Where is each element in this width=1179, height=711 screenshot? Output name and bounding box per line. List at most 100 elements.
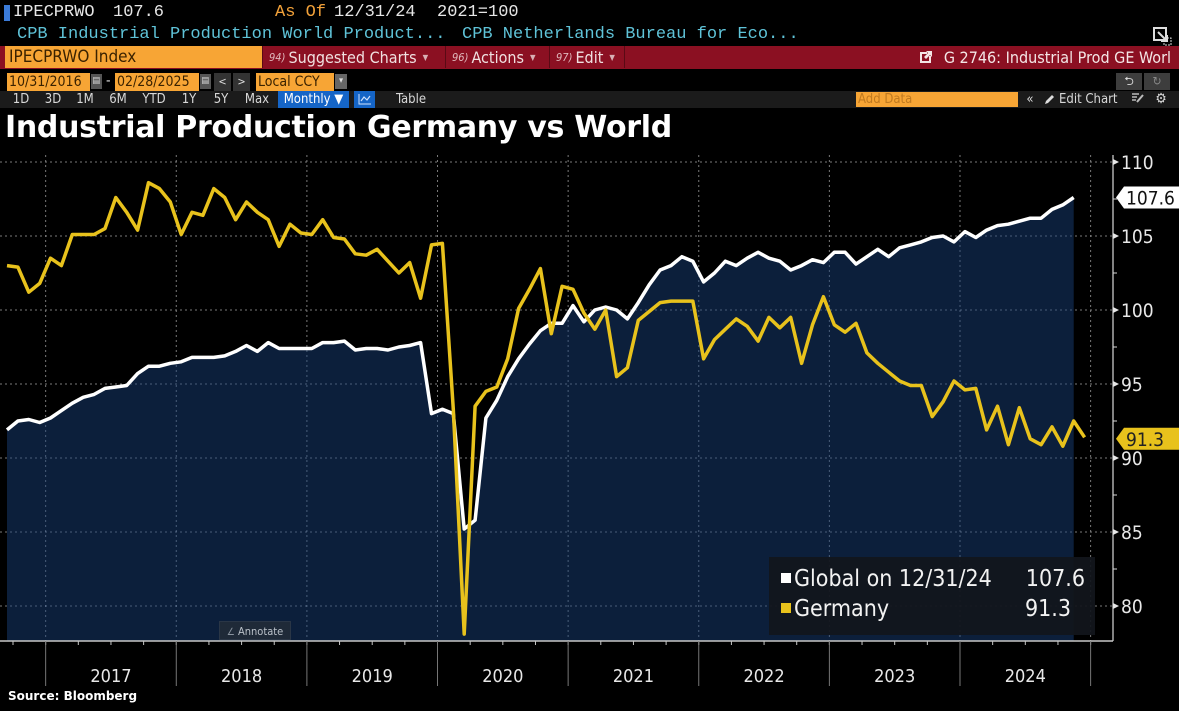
period-6m[interactable]: 6M <box>109 92 127 107</box>
legend-swatch-global <box>781 573 791 583</box>
actions-button[interactable]: 96) Actions ▼ <box>445 46 548 68</box>
data-point-germany <box>637 319 640 322</box>
data-point-global <box>767 257 770 260</box>
y-tick-label: 105 <box>1121 226 1154 248</box>
end-date-input[interactable]: 02/28/2025 <box>115 73 199 91</box>
data-point-germany <box>626 366 629 369</box>
tag-background <box>1116 427 1179 450</box>
data-point-global <box>82 396 85 399</box>
data-point-global <box>1040 217 1043 220</box>
data-point-germany <box>365 254 368 257</box>
add-data-input[interactable]: Add Data <box>856 92 1018 107</box>
data-point-germany <box>332 236 335 239</box>
y-tick-label: 95 <box>1121 374 1143 396</box>
data-point-germany <box>659 301 662 304</box>
chevron-down-icon[interactable]: ▾ <box>335 74 347 89</box>
data-point-global <box>604 306 607 309</box>
data-point-global <box>158 365 161 368</box>
edit-chart-button[interactable]: Edit Chart <box>1044 91 1124 108</box>
data-point-germany <box>104 227 107 230</box>
source-note: Source: Bloomberg <box>8 689 138 703</box>
chevron-down-icon: ▼ <box>609 52 615 62</box>
data-point-global <box>887 255 890 258</box>
x-tick-label: 2020 <box>482 666 523 687</box>
data-point-global <box>637 301 640 304</box>
x-tick-label: 2019 <box>352 666 393 687</box>
chart-settings-toggle[interactable] <box>1129 91 1145 108</box>
data-point-germany <box>767 316 770 319</box>
legend-label-global: Global on 12/31/24 <box>794 566 992 592</box>
data-point-germany <box>974 387 977 390</box>
start-date-input[interactable]: 10/31/2016 <box>7 73 90 91</box>
collapse-button[interactable]: « <box>1026 92 1034 107</box>
period-5y[interactable]: 5Y <box>213 92 229 107</box>
data-point-germany <box>27 291 30 294</box>
data-point-global <box>191 356 194 359</box>
data-point-global <box>136 372 139 375</box>
y-tick-major <box>1113 381 1119 387</box>
x-tick-label: 2023 <box>874 666 915 687</box>
period-3d[interactable]: 3D <box>44 92 62 107</box>
data-point-global <box>593 309 596 312</box>
data-point-global <box>376 347 379 350</box>
line-chart-icon <box>358 94 371 105</box>
annotate-button[interactable]: ∠ Annotate <box>219 621 291 640</box>
period-max[interactable]: Max <box>244 92 270 107</box>
data-point-germany <box>920 384 923 387</box>
data-point-global <box>724 260 727 263</box>
data-point-germany <box>278 245 281 248</box>
data-point-global <box>180 360 183 363</box>
period-ytd[interactable]: YTD <box>142 92 166 107</box>
data-point-global <box>572 304 575 307</box>
data-point-global <box>822 261 825 264</box>
calendar-icon[interactable]: ▤ <box>91 74 102 89</box>
frequency-select[interactable]: Monthly ▼ <box>278 91 349 108</box>
popout-window-icon[interactable] <box>1152 26 1172 46</box>
redo-button[interactable]: ↻ <box>1144 73 1170 90</box>
y-tick-major <box>1113 307 1119 313</box>
calendar-icon[interactable]: ▤ <box>200 74 211 89</box>
data-point-germany <box>996 405 999 408</box>
period-1m[interactable]: 1M <box>76 92 94 107</box>
data-point-global <box>953 240 956 243</box>
security-input[interactable]: IPECPRWO Index <box>5 46 262 68</box>
gear-icon[interactable]: ⚙ <box>1155 91 1167 107</box>
data-point-global <box>169 362 172 365</box>
data-point-germany <box>125 211 128 214</box>
chevron-down-icon: ▼ <box>422 52 429 62</box>
security-description[interactable]: CPB Industrial Production World Product.… <box>17 25 446 44</box>
data-point-global <box>6 428 9 431</box>
previous-button[interactable]: < <box>214 73 231 91</box>
chart-area: 80 85 90 95 100 105 110 2017 2018 2019 2020 2021 202… <box>0 152 1179 687</box>
data-point-germany <box>267 218 270 221</box>
data-point-global <box>920 240 923 243</box>
edit-button[interactable]: 97) Edit ▼ <box>549 46 625 68</box>
data-point-germany <box>778 326 781 329</box>
next-button[interactable]: > <box>233 73 250 91</box>
line-chart-button[interactable] <box>354 91 375 108</box>
suggested-charts-button[interactable]: 94) Suggested Charts ▼ <box>262 46 444 68</box>
currency-select[interactable]: Local CCY <box>256 73 334 91</box>
security-marker <box>4 5 10 21</box>
data-point-germany <box>1083 436 1086 439</box>
y-tick-major <box>1113 159 1119 165</box>
chart-id-link[interactable]: G 2746: Industrial Prod GE Worl <box>918 46 1171 68</box>
data-point-global <box>844 251 847 254</box>
legend-label-germany: Germany <box>794 596 890 622</box>
data-point-global <box>441 408 444 411</box>
data-point-germany <box>495 386 498 389</box>
data-point-global <box>506 375 509 378</box>
edit-number: 97) <box>556 50 573 64</box>
data-point-germany <box>746 325 749 328</box>
table-button[interactable]: Table <box>395 92 427 107</box>
legend-item-global[interactable]: Global on 12/31/24 <box>781 566 992 592</box>
source-description[interactable]: CPB Netherlands Bureau for Eco... <box>462 25 799 44</box>
edit-label: Edit <box>575 47 604 67</box>
data-point-global <box>49 417 52 420</box>
undo-button[interactable]: ⮌ <box>1116 73 1142 90</box>
period-1y[interactable]: 1Y <box>181 92 197 107</box>
legend-item-germany[interactable]: Germany <box>781 596 889 622</box>
tick-labels: 80 85 90 95 100 105 110 2017 2018 2019 2020 2021 202… <box>90 152 1153 687</box>
data-point-global <box>452 412 455 415</box>
period-1d[interactable]: 1D <box>12 92 30 107</box>
